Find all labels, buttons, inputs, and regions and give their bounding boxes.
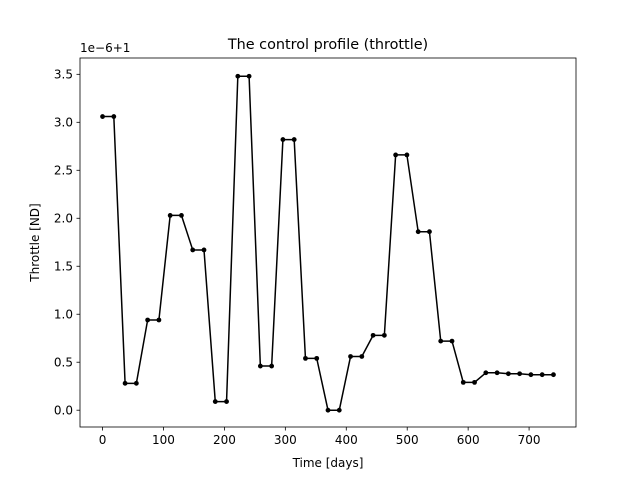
data-point: [438, 338, 444, 344]
y-tick-label: 2.5: [54, 164, 73, 178]
data-point: [257, 363, 263, 369]
plot-area: [80, 58, 576, 427]
data-point: [494, 370, 500, 376]
data-point: [551, 372, 556, 378]
data-point: [460, 379, 466, 385]
data-point: [404, 152, 410, 158]
data-point: [212, 399, 218, 404]
data-point: [246, 73, 252, 79]
x-tick-label: 200: [213, 433, 236, 447]
data-point: [145, 317, 151, 323]
data-point: [517, 371, 523, 377]
data-point: [269, 363, 275, 369]
data-point: [370, 332, 376, 338]
x-tick-label: 100: [152, 433, 175, 447]
plot-frame: [79, 57, 577, 428]
data-point: [303, 355, 308, 361]
data-point: [122, 380, 128, 386]
data-point: [280, 137, 286, 142]
data-point: [381, 332, 387, 338]
data-point: [100, 114, 105, 119]
x-ticks: 0 100 200 300 400 500 600 700: [99, 427, 541, 447]
data-point: [201, 247, 207, 253]
chart-title: The control profile (throttle): [227, 37, 428, 53]
data-point: [133, 380, 139, 386]
data-point: [111, 114, 117, 119]
data-point: [224, 399, 229, 404]
data-point: [325, 407, 331, 413]
data-point: [483, 370, 489, 376]
data-series: [100, 73, 556, 413]
data-point: [167, 212, 173, 218]
data-point: [336, 407, 342, 413]
data-point: [179, 212, 184, 218]
x-tick-label: 400: [335, 433, 358, 447]
data-point: [348, 354, 353, 359]
data-point: [235, 73, 241, 79]
y-tick-label: 1.0: [54, 308, 73, 322]
data-point: [314, 355, 320, 361]
y-tick-label: 2.0: [54, 212, 73, 226]
data-point: [291, 137, 297, 142]
x-tick-label: 600: [457, 433, 480, 447]
y-tick-label: 3.0: [54, 116, 73, 130]
y-tick-label: 0.5: [54, 356, 73, 370]
data-point: [528, 372, 534, 378]
y-offset-label: 1e−6+1: [80, 41, 130, 55]
x-tick-label: 300: [274, 433, 297, 447]
x-tick-label: 0: [99, 433, 107, 447]
y-tick-label: 1.5: [54, 260, 73, 274]
data-point: [393, 152, 399, 158]
data-point: [359, 354, 365, 359]
x-axis-label: Time [days]: [292, 456, 364, 470]
data-point: [427, 229, 432, 235]
data-point: [505, 371, 511, 377]
y-ticks: 0.0 0.5 1.0 1.5 2.0 2.5 3.0 3.5: [54, 68, 80, 418]
y-tick-label: 0.0: [54, 404, 73, 418]
data-point: [449, 338, 455, 344]
y-axis-label: Throttle [ND]: [28, 203, 42, 282]
data-point: [415, 229, 421, 235]
data-point: [539, 372, 545, 378]
x-tick-label: 700: [518, 433, 541, 447]
data-point: [472, 379, 477, 385]
data-point: [190, 247, 196, 253]
data-point: [156, 317, 162, 323]
x-tick-label: 500: [396, 433, 419, 447]
y-tick-label: 3.5: [54, 68, 73, 82]
